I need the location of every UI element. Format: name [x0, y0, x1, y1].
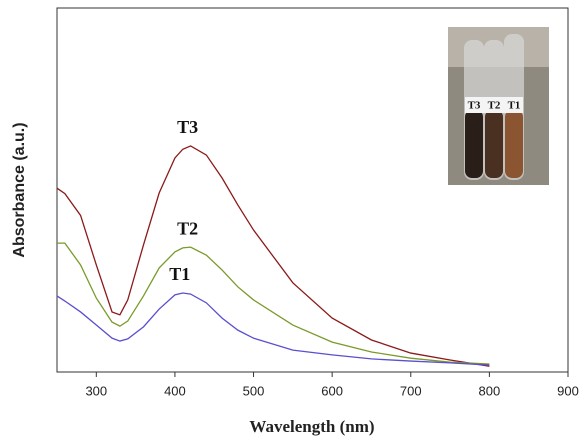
x-tick-label: 600	[321, 383, 343, 398]
liquid	[485, 110, 503, 178]
liquid	[465, 110, 483, 178]
inset-photo	[448, 27, 549, 185]
series-line	[56, 145, 490, 367]
series-line	[57, 242, 490, 365]
liquid	[505, 110, 523, 178]
x-tick-label: 700	[400, 383, 422, 398]
x-tick-label: 800	[479, 383, 501, 398]
x-axis-label: Wavelength (nm)	[249, 417, 374, 436]
x-tick-label: 300	[85, 383, 107, 398]
inset-label: T1	[508, 100, 521, 112]
y-axis-label: Absorbance (a.u.)	[11, 122, 28, 257]
inset-label: T3	[468, 100, 481, 112]
series-label: T1	[169, 264, 190, 284]
plot-frame	[56, 7, 569, 373]
x-tick-label: 500	[243, 383, 265, 398]
x-tick-label: 400	[164, 383, 186, 398]
series-label: T3	[177, 117, 198, 137]
series-line	[56, 292, 490, 366]
series-label: T2	[177, 218, 198, 238]
label-strip	[465, 97, 523, 113]
inset-label: T2	[488, 100, 501, 112]
x-tick-label: 900	[557, 383, 579, 398]
